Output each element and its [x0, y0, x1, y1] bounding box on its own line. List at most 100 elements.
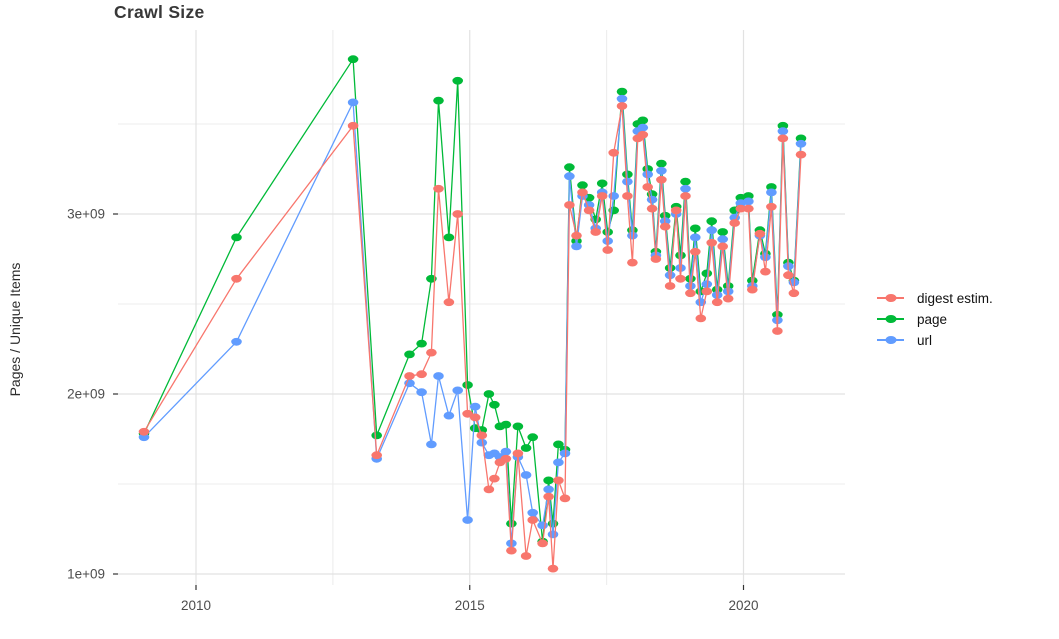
data-point-url	[642, 170, 653, 179]
y-axis-label: Pages / Unique Items	[7, 263, 23, 397]
data-point-digest-estim	[642, 183, 653, 191]
data-point-url	[537, 521, 548, 530]
data-point-page	[701, 269, 713, 278]
data-point-page	[404, 350, 415, 359]
data-point-digest-estim	[685, 289, 696, 298]
data-point-digest-estim	[547, 564, 559, 573]
data-point-url	[622, 177, 633, 186]
data-point-page	[553, 440, 564, 449]
data-point-digest-estim	[602, 246, 613, 254]
data-point-page	[433, 96, 444, 105]
data-point-page	[500, 420, 512, 429]
data-point-page	[443, 233, 455, 242]
data-point-url	[701, 280, 713, 289]
data-point-digest-estim	[788, 289, 800, 298]
data-point-digest-estim	[476, 431, 488, 440]
data-point-digest-estim	[371, 451, 383, 460]
data-point-digest-estim	[512, 449, 524, 458]
data-point-digest-estim	[747, 285, 758, 294]
data-point-page	[616, 87, 628, 96]
legend-label-page: page	[917, 311, 948, 327]
data-point-url	[680, 184, 691, 193]
data-point-page	[777, 121, 789, 130]
data-point-digest-estim	[553, 476, 564, 485]
data-point-page	[717, 228, 728, 236]
data-point-url	[231, 337, 242, 346]
data-point-page	[543, 476, 554, 485]
data-point-page	[462, 381, 473, 389]
data-point-digest-estim	[577, 188, 588, 197]
data-point-page	[664, 264, 676, 272]
legend-key-url-icon	[877, 334, 904, 346]
data-point-url	[416, 388, 427, 397]
data-point-digest-estim	[664, 282, 676, 290]
data-point-url	[777, 127, 789, 136]
data-point-digest-estim	[656, 175, 667, 184]
legend-label-digest: digest estim.	[917, 290, 993, 306]
data-point-page	[416, 339, 427, 348]
series-line-digest-estim	[143, 105, 802, 570]
data-point-digest-estim	[452, 210, 464, 218]
x-tick-label: 2010	[181, 598, 211, 613]
data-point-digest-estim	[559, 494, 571, 503]
data-point-page	[564, 163, 575, 172]
data-point-digest-estim	[622, 192, 633, 200]
data-point-page	[527, 433, 538, 442]
data-point-url	[743, 197, 754, 206]
data-point-url	[443, 411, 455, 420]
legend-label-url: url	[917, 332, 933, 348]
data-point-page	[577, 181, 588, 190]
x-tick-label: 2015	[455, 598, 485, 613]
data-point-digest-estim	[772, 327, 783, 335]
chart-title: Crawl Size	[114, 2, 205, 22]
data-point-digest-estim	[596, 192, 608, 200]
data-point-page	[743, 192, 754, 200]
data-point-digest-estim	[690, 247, 701, 256]
data-point-digest-estim	[433, 184, 444, 193]
data-point-digest-estim	[520, 552, 532, 560]
data-point-digest-estim	[777, 134, 789, 143]
legend-key-page-icon	[877, 313, 904, 325]
data-point-url	[795, 139, 807, 148]
data-point-digest-estim	[706, 238, 717, 247]
data-point-digest-estim	[711, 298, 723, 307]
data-point-page	[675, 251, 686, 260]
data-point-digest-estim	[138, 427, 150, 436]
data-point-page	[452, 76, 464, 85]
y-tick-label: 2e+09	[67, 387, 105, 402]
data-point-digest-estim	[670, 206, 682, 215]
data-point-digest-estim	[616, 102, 628, 110]
data-point-digest-estim	[583, 206, 595, 215]
data-point-digest-estim	[500, 454, 512, 463]
data-point-url	[553, 458, 564, 467]
data-point-digest-estim	[469, 413, 481, 422]
data-point-digest-estim	[483, 485, 495, 494]
y-tick-label: 3e+09	[67, 207, 105, 222]
legend-dot-swatch	[885, 294, 896, 302]
data-point-digest-estim	[701, 287, 713, 296]
data-point-digest-estim	[729, 219, 740, 227]
data-point-url	[564, 172, 575, 181]
data-point-page	[520, 444, 532, 452]
data-point-digest-estim	[564, 201, 575, 209]
data-point-page	[347, 55, 359, 64]
data-point-page	[656, 159, 667, 168]
data-point-page	[766, 183, 777, 191]
data-point-page	[506, 519, 517, 528]
data-point-url	[608, 192, 619, 200]
data-point-digest-estim	[766, 202, 777, 211]
data-point-digest-estim	[637, 130, 649, 139]
data-point-digest-estim	[416, 370, 427, 379]
data-point-digest-estim	[675, 274, 686, 283]
data-point-url	[627, 231, 638, 240]
data-point-digest-estim	[722, 294, 734, 303]
data-point-digest-estim	[754, 229, 766, 238]
data-point-digest-estim	[462, 409, 473, 418]
data-point-url	[711, 291, 723, 299]
legend-dot-swatch	[885, 336, 896, 344]
data-point-page	[512, 422, 524, 431]
data-point-url	[462, 516, 473, 524]
data-point-url	[646, 195, 658, 204]
